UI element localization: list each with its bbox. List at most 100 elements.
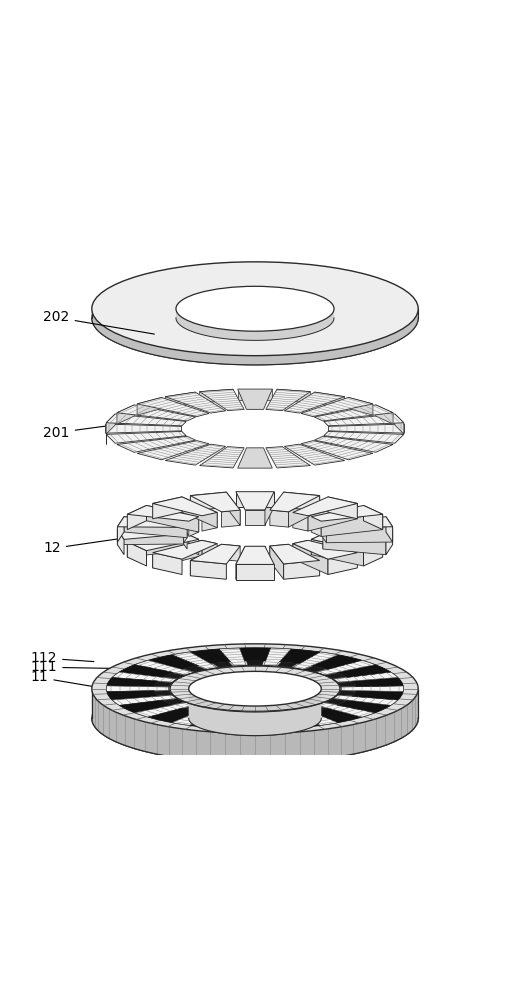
Text: 201: 201 bbox=[43, 423, 129, 440]
Polygon shape bbox=[163, 699, 185, 705]
Polygon shape bbox=[336, 691, 355, 696]
Polygon shape bbox=[202, 512, 217, 531]
Ellipse shape bbox=[92, 644, 417, 734]
Polygon shape bbox=[339, 686, 403, 692]
Polygon shape bbox=[137, 397, 209, 417]
Polygon shape bbox=[117, 405, 134, 424]
Polygon shape bbox=[269, 492, 319, 512]
Polygon shape bbox=[314, 436, 392, 452]
Polygon shape bbox=[165, 444, 225, 465]
Polygon shape bbox=[239, 648, 270, 661]
Polygon shape bbox=[269, 544, 288, 561]
Polygon shape bbox=[237, 389, 272, 409]
Polygon shape bbox=[314, 392, 344, 408]
Ellipse shape bbox=[176, 286, 333, 331]
Polygon shape bbox=[300, 397, 372, 417]
Polygon shape bbox=[314, 405, 392, 421]
Polygon shape bbox=[188, 517, 199, 536]
Polygon shape bbox=[112, 672, 177, 682]
Polygon shape bbox=[190, 544, 240, 564]
Polygon shape bbox=[117, 517, 187, 527]
Polygon shape bbox=[352, 691, 402, 700]
Polygon shape bbox=[117, 529, 124, 555]
Polygon shape bbox=[183, 522, 187, 543]
Polygon shape bbox=[188, 535, 199, 555]
Polygon shape bbox=[237, 448, 272, 468]
Polygon shape bbox=[307, 503, 357, 531]
Polygon shape bbox=[127, 535, 199, 551]
Polygon shape bbox=[212, 710, 232, 716]
Ellipse shape bbox=[188, 671, 321, 706]
Polygon shape bbox=[137, 441, 209, 460]
Ellipse shape bbox=[92, 262, 417, 356]
Polygon shape bbox=[112, 695, 177, 705]
Polygon shape bbox=[235, 564, 274, 580]
Polygon shape bbox=[117, 517, 124, 542]
Polygon shape bbox=[323, 414, 403, 426]
Polygon shape bbox=[176, 309, 333, 340]
Polygon shape bbox=[163, 673, 185, 679]
Polygon shape bbox=[324, 673, 346, 679]
Polygon shape bbox=[105, 424, 181, 433]
Polygon shape bbox=[316, 660, 375, 675]
Polygon shape bbox=[119, 700, 173, 713]
Ellipse shape bbox=[92, 673, 417, 763]
Polygon shape bbox=[264, 492, 274, 525]
Polygon shape bbox=[246, 661, 263, 665]
Polygon shape bbox=[246, 712, 263, 717]
Polygon shape bbox=[127, 505, 146, 530]
Polygon shape bbox=[283, 560, 319, 579]
Polygon shape bbox=[292, 652, 337, 669]
Polygon shape bbox=[154, 682, 173, 687]
Polygon shape bbox=[106, 414, 186, 426]
Polygon shape bbox=[172, 708, 217, 725]
Polygon shape bbox=[322, 522, 326, 543]
Polygon shape bbox=[183, 705, 206, 711]
Polygon shape bbox=[327, 553, 357, 574]
Polygon shape bbox=[117, 529, 183, 545]
Polygon shape bbox=[323, 431, 403, 443]
Polygon shape bbox=[284, 444, 344, 465]
Polygon shape bbox=[189, 714, 230, 728]
Polygon shape bbox=[269, 546, 283, 579]
Polygon shape bbox=[165, 392, 195, 408]
Polygon shape bbox=[322, 529, 326, 549]
Ellipse shape bbox=[92, 271, 417, 365]
Polygon shape bbox=[324, 699, 346, 705]
Polygon shape bbox=[292, 544, 327, 574]
Polygon shape bbox=[152, 497, 182, 519]
Polygon shape bbox=[199, 389, 244, 411]
Polygon shape bbox=[328, 424, 404, 433]
Polygon shape bbox=[106, 414, 115, 434]
Polygon shape bbox=[117, 436, 195, 452]
Polygon shape bbox=[292, 497, 357, 516]
Polygon shape bbox=[352, 677, 402, 687]
Polygon shape bbox=[284, 392, 344, 413]
Polygon shape bbox=[310, 535, 382, 551]
Polygon shape bbox=[190, 544, 221, 576]
Polygon shape bbox=[310, 505, 382, 521]
Polygon shape bbox=[127, 542, 146, 566]
Polygon shape bbox=[152, 540, 217, 559]
Polygon shape bbox=[107, 691, 157, 700]
Polygon shape bbox=[263, 648, 290, 666]
Polygon shape bbox=[245, 510, 264, 525]
Polygon shape bbox=[127, 535, 188, 557]
Polygon shape bbox=[226, 492, 240, 525]
Polygon shape bbox=[152, 497, 217, 516]
Polygon shape bbox=[394, 414, 403, 434]
Polygon shape bbox=[321, 514, 382, 536]
Polygon shape bbox=[385, 529, 392, 555]
Polygon shape bbox=[375, 405, 392, 424]
Polygon shape bbox=[199, 447, 244, 468]
Polygon shape bbox=[336, 700, 390, 713]
Polygon shape bbox=[219, 648, 246, 666]
Polygon shape bbox=[269, 510, 288, 527]
Text: 11: 11 bbox=[31, 670, 130, 693]
Polygon shape bbox=[92, 689, 417, 763]
Polygon shape bbox=[235, 546, 274, 564]
Polygon shape bbox=[283, 492, 319, 511]
Polygon shape bbox=[190, 492, 240, 512]
Polygon shape bbox=[316, 702, 375, 717]
Polygon shape bbox=[154, 691, 173, 696]
